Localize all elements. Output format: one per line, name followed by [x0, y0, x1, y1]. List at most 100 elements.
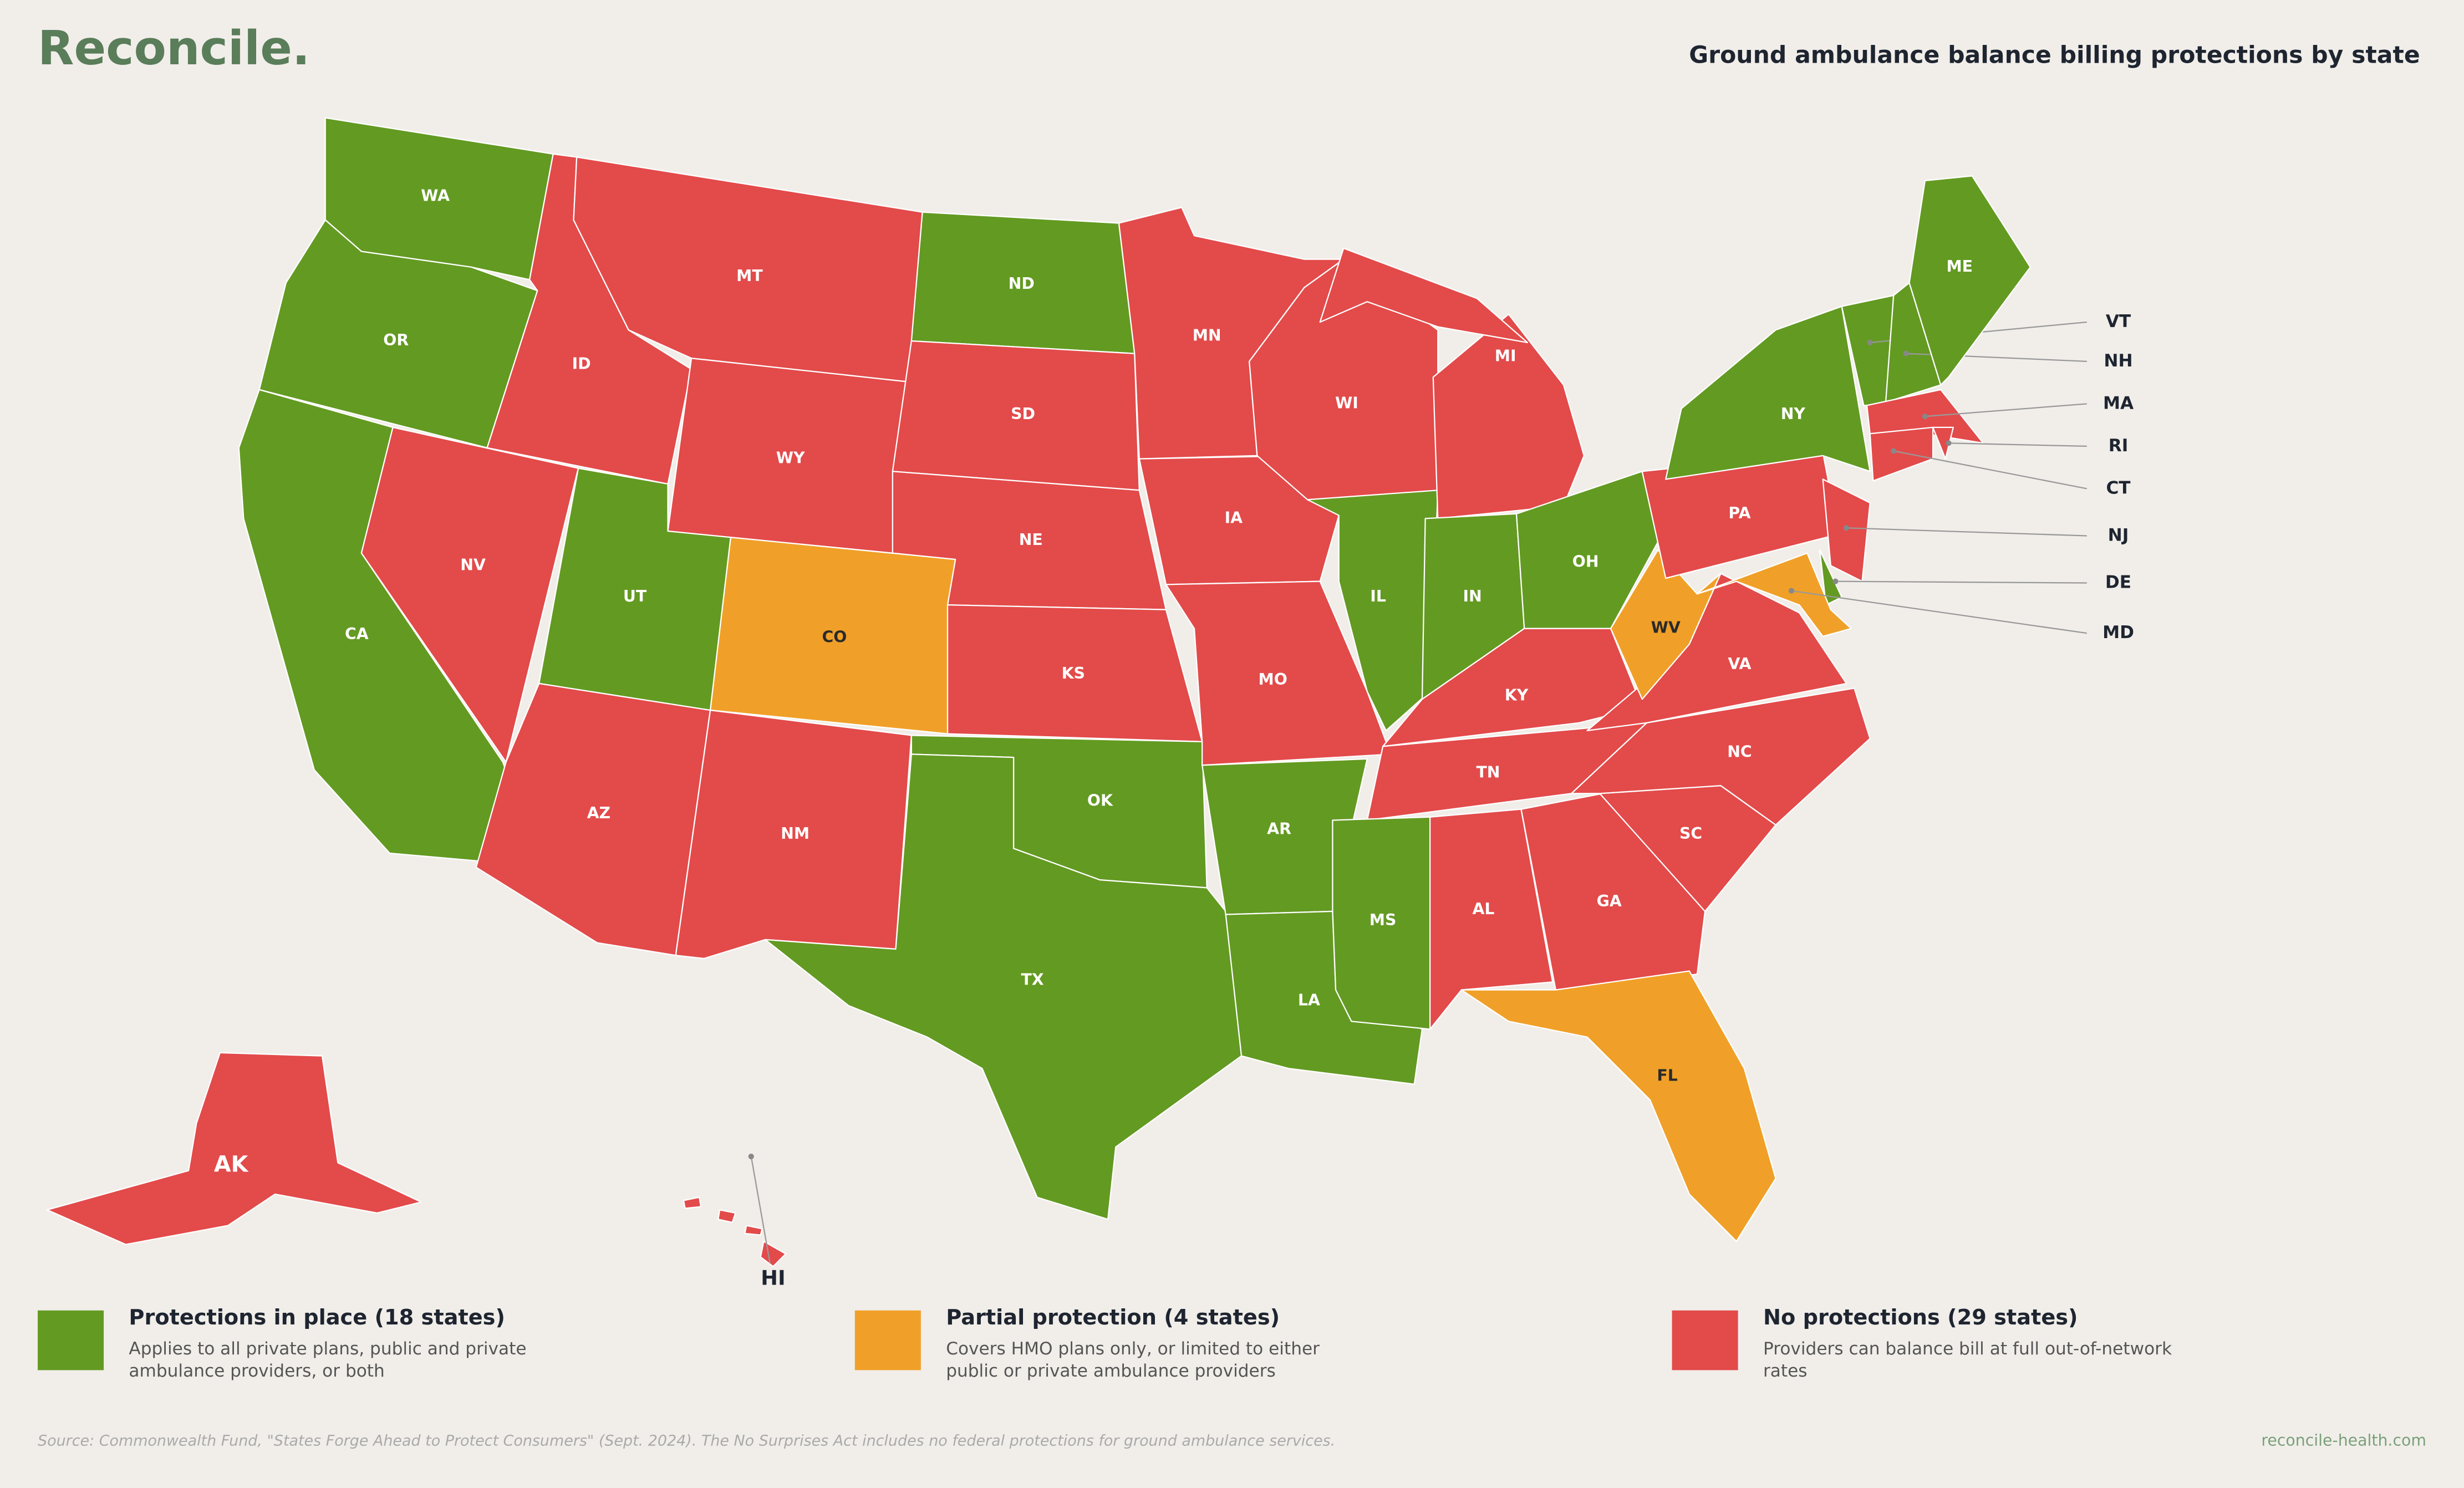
- source-note: Source: Commonwealth Fund, "States Forge…: [38, 1433, 1336, 1450]
- legend-swatch: [854, 1310, 921, 1370]
- state-label: ME: [1946, 257, 1973, 276]
- state-shape: [717, 1209, 736, 1224]
- callout-dot: [1844, 525, 1850, 531]
- state-label: ID: [572, 355, 591, 373]
- state-label: SC: [1679, 824, 1702, 843]
- state-shape: [760, 1240, 787, 1267]
- state-label: NE: [1019, 531, 1043, 549]
- callout-dot: [1922, 413, 1928, 420]
- state-label: TN: [1476, 763, 1500, 781]
- state-label: NV: [460, 556, 486, 574]
- state-label: MO: [1259, 670, 1287, 689]
- website: reconcile-health.com: [2261, 1433, 2427, 1450]
- state-label: KY: [1505, 686, 1529, 705]
- state-shape: [744, 1225, 763, 1236]
- callout-dot: [748, 1153, 754, 1160]
- state-label: NY: [1781, 405, 1806, 423]
- state-label: MD: [2102, 623, 2134, 643]
- state-label: CO: [822, 628, 847, 646]
- state-shape: [683, 1196, 702, 1209]
- state-label: FL: [1657, 1066, 1677, 1084]
- state-label: NM: [781, 824, 810, 843]
- legend-swatch: [38, 1310, 104, 1370]
- map-title: Ground ambulance balance billing protect…: [1689, 40, 2420, 69]
- callout-line: [1846, 527, 2087, 537]
- state-label: NC: [1727, 743, 1752, 761]
- state-label: AR: [1267, 819, 1291, 838]
- legend-description: Covers HMO plans only, or limited to eit…: [946, 1338, 1320, 1382]
- state-label: IA: [1225, 508, 1243, 527]
- callout-dot: [1867, 339, 1873, 345]
- state-label: VA: [1728, 655, 1751, 673]
- callout-dot: [1946, 440, 1952, 446]
- state-label: WI: [1335, 394, 1358, 412]
- state-label: WA: [421, 186, 450, 205]
- state-label: OR: [383, 331, 409, 349]
- state-shape: [1610, 549, 1722, 700]
- state-shape: [1908, 175, 2031, 386]
- state-label: OK: [1087, 791, 1113, 809]
- legend-swatch: [1672, 1310, 1738, 1370]
- callout-line: [1948, 442, 2087, 447]
- state-label: MI: [1495, 346, 1516, 365]
- state-label: MT: [736, 267, 763, 285]
- brand: Reconcile.: [38, 22, 310, 77]
- state-shape: [1432, 313, 1585, 519]
- callout-line: [1791, 590, 2087, 634]
- state-shape: [1696, 552, 1852, 637]
- state-shape: [1515, 471, 1659, 629]
- state-shape: [46, 1052, 422, 1245]
- state-label: CA: [345, 625, 369, 643]
- state-shape: [1429, 808, 1554, 1030]
- state-label: SD: [1011, 405, 1035, 423]
- state-label: CT: [2106, 478, 2131, 498]
- state-label: TX: [1021, 971, 1043, 989]
- state-label: KS: [1062, 664, 1085, 682]
- state-shape: [1869, 426, 1934, 482]
- callout-dot: [1891, 448, 1897, 454]
- callout-line: [1835, 580, 2087, 584]
- state-label: IL: [1370, 587, 1386, 605]
- state-shape: [765, 753, 1243, 1220]
- state-shape: [1665, 305, 1871, 480]
- state-label: IN: [1463, 587, 1482, 605]
- state-label: GA: [1597, 892, 1622, 910]
- callout-dot: [1788, 588, 1795, 594]
- callout-dot: [1832, 578, 1839, 584]
- state-label: ND: [1009, 274, 1035, 293]
- state-label: WY: [776, 449, 805, 467]
- state-shape: [1819, 549, 1842, 606]
- state-label: WV: [1651, 619, 1681, 637]
- legend-title: Partial protection (4 states): [946, 1306, 1280, 1331]
- state-label: VT: [2106, 312, 2131, 332]
- state-label: HI: [761, 1266, 786, 1290]
- state-label: NH: [2104, 351, 2132, 371]
- state-label: AK: [214, 1151, 249, 1177]
- legend-title: No protections (29 states): [1763, 1306, 2078, 1331]
- state-label: MA: [2103, 393, 2134, 413]
- state-shape: [1460, 970, 1776, 1242]
- state-label: UT: [623, 587, 647, 605]
- callout-line: [1893, 450, 2088, 490]
- state-shape: [1571, 687, 1871, 826]
- state-label: RI: [2109, 436, 2129, 456]
- state-label: LA: [1298, 991, 1320, 1009]
- state-shape: [1520, 793, 1706, 991]
- legend-description: Applies to all private plans, public and…: [129, 1338, 527, 1382]
- callout-dot: [1903, 350, 1909, 356]
- state-shape: [1319, 247, 1528, 343]
- state-label: DE: [2105, 572, 2131, 592]
- callout-line: [750, 1156, 771, 1263]
- state-label: MS: [1370, 911, 1397, 929]
- state-label: MN: [1193, 327, 1221, 345]
- legend-description: Providers can balance bill at full out-o…: [1763, 1338, 2172, 1382]
- state-shape: [1165, 580, 1392, 766]
- callout-line: [1925, 403, 2087, 417]
- state-label: PA: [1728, 504, 1750, 522]
- state-label: NJ: [2108, 525, 2129, 545]
- state-label: AZ: [587, 804, 610, 822]
- legend-title: Protections in place (18 states): [129, 1306, 505, 1331]
